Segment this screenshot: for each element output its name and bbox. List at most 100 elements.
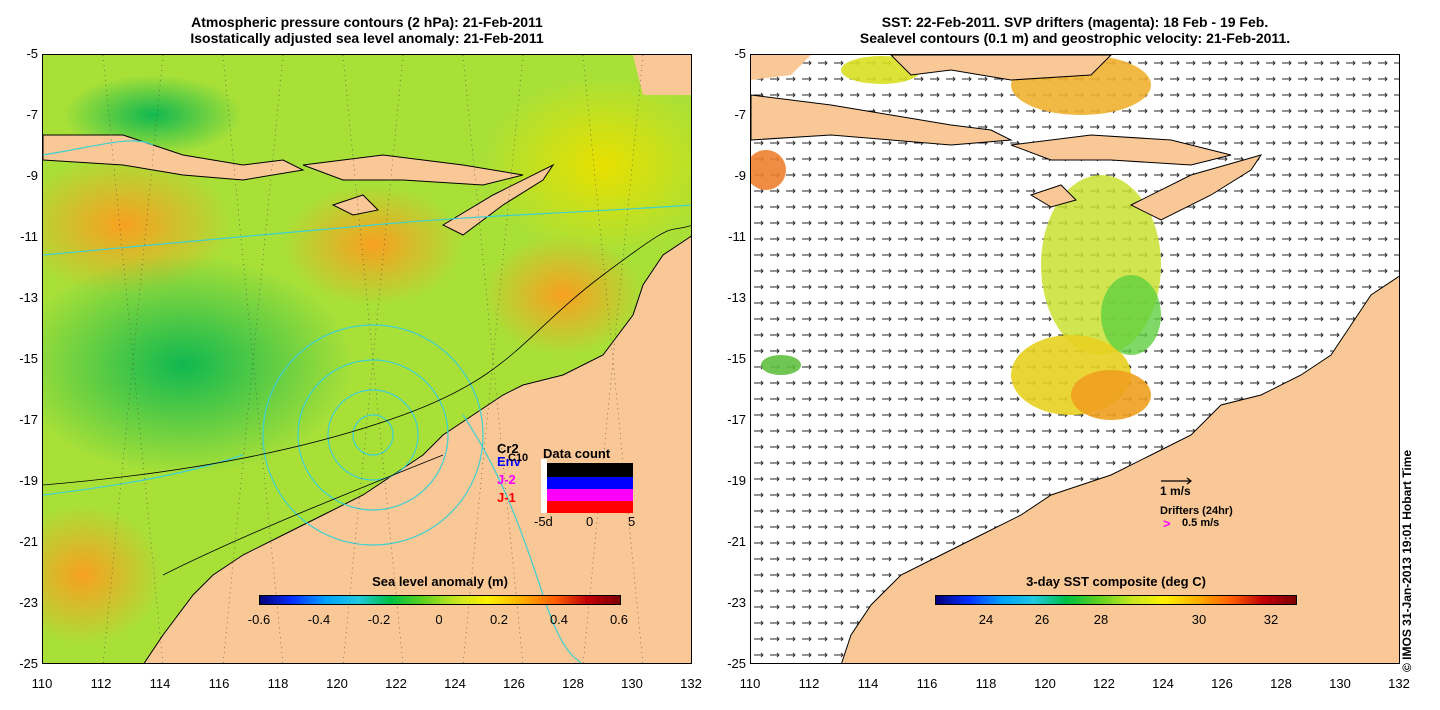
left-ytick-3: -9 [26, 168, 38, 183]
left-title-line1: Atmospheric pressure contours (2 hPa): 2… [191, 14, 543, 30]
left-xtick-1: 110 [31, 676, 53, 691]
right-xtick-12: 132 [1388, 676, 1410, 691]
left-ytick-5: -13 [19, 290, 38, 305]
right-ytick-6: -15 [727, 351, 746, 366]
left-cb-tick-1: -0.6 [247, 612, 271, 627]
drifters-label: Drifters (24hr) [1160, 505, 1233, 517]
sea-level-contours [43, 140, 691, 663]
inset-j1-band [541, 501, 633, 513]
right-ytick-1: -5 [734, 46, 746, 61]
left-xtick-7: 122 [385, 676, 407, 691]
left-title-line2: Isostatically adjusted sea level anomaly… [190, 30, 544, 46]
left-panel-title: Atmospheric pressure contours (2 hPa): 2… [42, 14, 692, 46]
left-xtick-10: 128 [562, 676, 584, 691]
timor-island-right [1129, 154, 1263, 221]
right-xtick-7: 122 [1093, 676, 1115, 691]
right-xtick-2: 112 [798, 676, 820, 691]
left-ytick-8: -19 [19, 473, 38, 488]
right-xtick-8: 124 [1152, 676, 1174, 691]
right-xtick-10: 128 [1270, 676, 1292, 691]
right-ytick-4: -11 [728, 229, 746, 244]
left-xtick-12: 132 [680, 676, 702, 691]
lesser-sunda-islands [302, 154, 524, 186]
right-colorbar-title: 3-day SST composite (deg C) [1026, 574, 1206, 589]
left-cb-tick-6: 0.4 [549, 612, 569, 627]
inset-env-band [541, 477, 633, 491]
right-xtick-6: 120 [1034, 676, 1056, 691]
left-ytick-1: -5 [26, 46, 38, 61]
left-xtick-2: 112 [90, 676, 112, 691]
data-count-inset [541, 459, 633, 513]
inset-xtick-1: -5d [534, 514, 553, 529]
imos-credit: © IMOS 31-Jan-2013 19:01 Hobart Time [1400, 449, 1414, 672]
inset-xtick-3: 5 [628, 514, 636, 529]
inset-legend-j1: J-1 [497, 490, 516, 505]
right-cb-tick-1: 24 [978, 612, 994, 627]
australia-land-right [841, 275, 1399, 663]
right-xtick-1: 110 [739, 676, 761, 691]
drifters-symbol: > [1163, 516, 1171, 531]
velocity-scale-arrow [1161, 477, 1192, 485]
right-cb-tick-3: 28 [1093, 612, 1109, 627]
left-ytick-9: -21 [19, 534, 38, 549]
drifters-speed: 0.5 m/s [1182, 517, 1220, 529]
left-xtick-9: 126 [503, 676, 525, 691]
sst-patches [751, 55, 1161, 420]
right-title-line1: SST: 22-Feb-2011. SVP drifters (magenta)… [881, 14, 1269, 30]
left-xtick-11: 130 [621, 676, 643, 691]
sst-velocity-map[interactable] [750, 54, 1400, 664]
inset-j2-band [541, 489, 633, 501]
left-xtick-8: 124 [444, 676, 466, 691]
left-xtick-5: 118 [267, 676, 289, 691]
sst-colorbar [935, 595, 1297, 605]
left-ytick-2: -7 [26, 107, 38, 122]
sumba-island [331, 194, 380, 216]
inset-gap [541, 459, 547, 513]
left-ytick-11: -25 [19, 656, 38, 671]
right-cb-tick-2: 26 [1034, 612, 1050, 627]
velocity-scale-label: 1 m/s [1160, 484, 1191, 498]
sumba-island-right [1029, 184, 1077, 208]
right-ytick-7: -17 [727, 412, 746, 427]
anomaly-high-sw [43, 505, 163, 645]
anomaly-low-west [43, 255, 353, 475]
right-ytick-10: -23 [727, 595, 746, 610]
anomaly-high-north [283, 185, 463, 305]
right-ytick-2: -7 [734, 107, 746, 122]
north-land-right [890, 55, 1112, 81]
left-cb-tick-4: 0 [435, 612, 443, 627]
track-lines [102, 55, 644, 663]
right-ytick-9: -21 [727, 534, 746, 549]
right-cb-tick-4: 30 [1191, 612, 1207, 627]
java-bali-islands [43, 134, 305, 181]
right-panel-title: SST: 22-Feb-2011. SVP drifters (magenta)… [750, 14, 1400, 46]
right-xtick-5: 118 [975, 676, 997, 691]
left-ytick-6: -15 [19, 351, 38, 366]
north-ocean-strip [43, 55, 691, 80]
right-xtick-3: 114 [857, 676, 879, 691]
right-xtick-4: 116 [916, 676, 938, 691]
left-cb-tick-5: 0.2 [489, 612, 509, 627]
right-cb-tick-5: 32 [1263, 612, 1279, 627]
left-colorbar-title: Sea level anomaly (m) [372, 574, 508, 589]
left-cb-tick-2: -0.4 [307, 612, 331, 627]
left-xtick-4: 116 [208, 676, 230, 691]
left-cb-tick-3: -0.2 [367, 612, 391, 627]
inset-legend-j2: J-2 [497, 472, 516, 487]
nw-land-right [751, 55, 811, 80]
pressure-contours [43, 225, 691, 576]
sea-level-colorbar [259, 595, 621, 605]
left-ytick-7: -17 [19, 412, 38, 427]
sea-level-map-svg [43, 55, 691, 663]
sea-level-anomaly-map[interactable] [42, 54, 692, 664]
left-ytick-10: -23 [19, 595, 38, 610]
ne-land [633, 55, 691, 95]
left-ytick-4: -11 [20, 229, 38, 244]
right-ytick-3: -9 [734, 168, 746, 183]
inset-legend-cr2: Cr2 [497, 441, 519, 456]
inset-xtick-2: 0 [586, 514, 594, 529]
right-ytick-8: -19 [727, 473, 746, 488]
inset-legend-env: Env [497, 454, 521, 469]
java-bali-islands-right [751, 94, 1013, 146]
inset-extra-label: C10 [508, 452, 529, 464]
